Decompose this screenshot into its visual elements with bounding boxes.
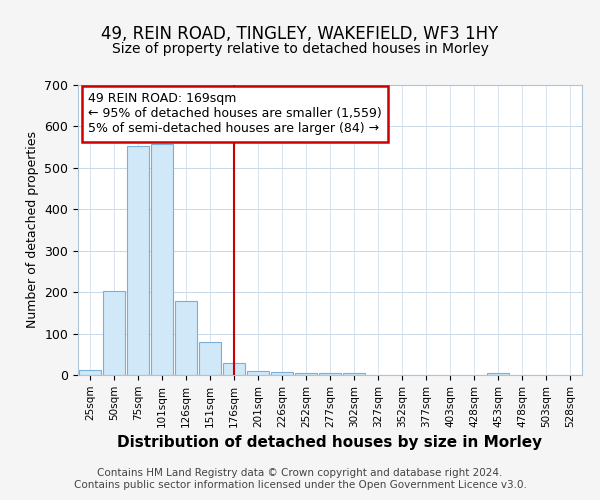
Text: Size of property relative to detached houses in Morley: Size of property relative to detached ho… <box>112 42 488 56</box>
Bar <box>127 146 149 375</box>
Bar <box>223 362 245 375</box>
X-axis label: Distribution of detached houses by size in Morley: Distribution of detached houses by size … <box>118 435 542 450</box>
Y-axis label: Number of detached properties: Number of detached properties <box>26 132 39 328</box>
Bar <box>103 291 125 375</box>
Bar <box>343 373 365 375</box>
Text: Contains HM Land Registry data © Crown copyright and database right 2024.
Contai: Contains HM Land Registry data © Crown c… <box>74 468 526 490</box>
Bar <box>247 371 269 375</box>
Text: 49, REIN ROAD, TINGLEY, WAKEFIELD, WF3 1HY: 49, REIN ROAD, TINGLEY, WAKEFIELD, WF3 1… <box>101 25 499 43</box>
Bar <box>319 373 341 375</box>
Text: 49 REIN ROAD: 169sqm
← 95% of detached houses are smaller (1,559)
5% of semi-det: 49 REIN ROAD: 169sqm ← 95% of detached h… <box>88 92 382 135</box>
Bar <box>151 144 173 375</box>
Bar <box>175 302 197 375</box>
Bar <box>295 373 317 375</box>
Bar <box>199 342 221 375</box>
Bar <box>79 370 101 375</box>
Bar <box>271 372 293 375</box>
Bar <box>487 373 509 375</box>
